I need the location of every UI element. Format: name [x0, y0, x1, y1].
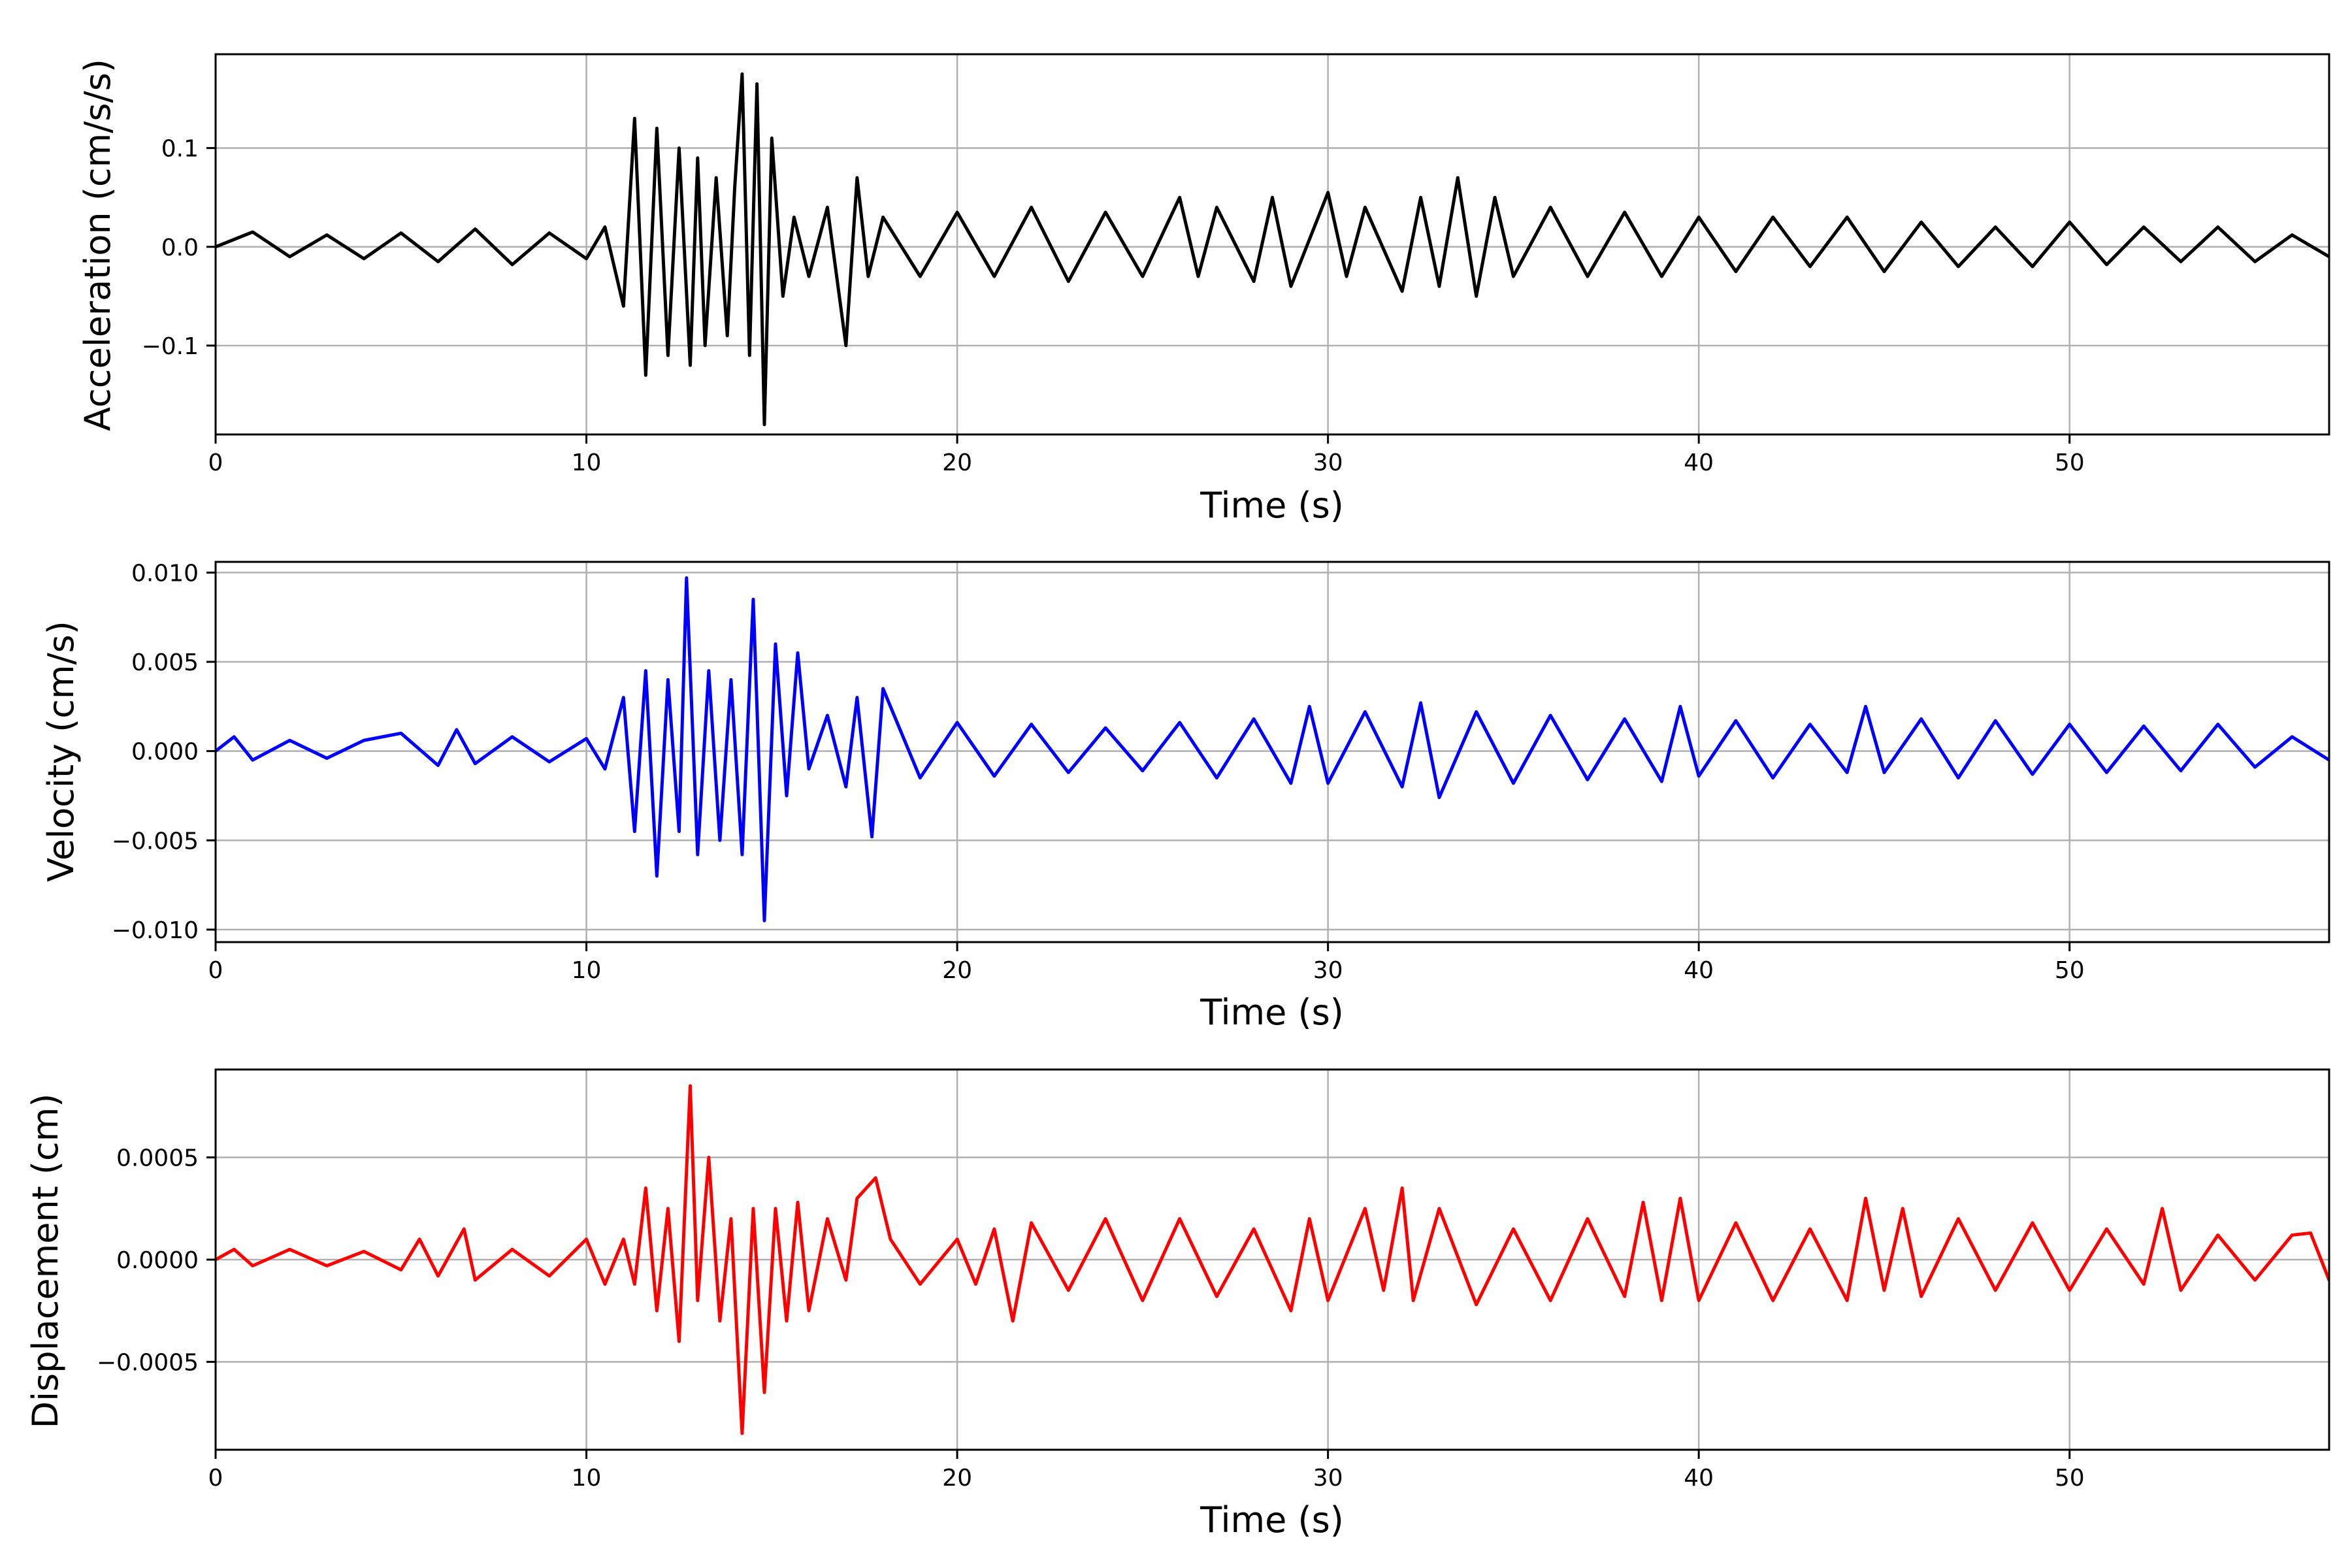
velocity-x-tick-label-4: 40 — [1684, 957, 1714, 984]
displacement-x-tick-label-5: 50 — [2055, 1465, 2085, 1492]
velocity-x-tick-label-2: 20 — [942, 957, 972, 984]
displacement-panel: Displacement (cm) Time (s) 0 10 20 30 40 50 −0… — [25, 1068, 2330, 1541]
velocity-y-axis-label: Velocity (cm/s) — [41, 621, 82, 882]
displacement-x-tick-label-0: 0 — [208, 1465, 223, 1492]
acceleration-x-tick-label-2: 20 — [942, 449, 972, 476]
acceleration-x-tick-label-4: 40 — [1684, 449, 1714, 476]
displacement-x-axis-label: Time (s) — [1200, 1499, 1344, 1541]
velocity-y-tick-label-4: 0.010 — [131, 560, 199, 587]
displacement-y-tick-label-2: 0.0005 — [116, 1145, 199, 1172]
displacement-y-tick-label-1: 0.0000 — [116, 1247, 199, 1274]
acceleration-x-tick-label-0: 0 — [208, 449, 223, 476]
velocity-x-tick-label-1: 10 — [572, 957, 602, 984]
displacement-x-tick-label-1: 10 — [572, 1465, 602, 1492]
displacement-x-tick-label-3: 30 — [1313, 1465, 1343, 1492]
acceleration-y-axis-label: Acceleration (cm/s/s) — [77, 59, 118, 431]
velocity-x-tick-label-3: 30 — [1313, 957, 1343, 984]
acceleration-x-axis-label: Time (s) — [1200, 485, 1344, 526]
velocity-y-tick-label-0: −0.010 — [112, 917, 199, 944]
velocity-series-line-0 — [216, 576, 2329, 923]
velocity-y-tick-label-1: −0.005 — [112, 828, 199, 855]
acceleration-y-tick-label-1: 0.0 — [161, 235, 199, 261]
displacement-series-line-0 — [216, 1084, 2329, 1435]
velocity-x-axis-label: Time (s) — [1200, 992, 1344, 1033]
acceleration-x-tick-label-3: 30 — [1313, 449, 1343, 476]
displacement-x-tick-label-4: 40 — [1684, 1465, 1714, 1492]
acceleration-plot-frame — [214, 53, 2330, 436]
velocity-x-tick-label-5: 50 — [2055, 957, 2085, 984]
velocity-panel: Velocity (cm/s) Time (s) 0 10 20 30 40 50 −0.0… — [41, 560, 2330, 1033]
velocity-y-tick-label-3: 0.005 — [131, 649, 199, 676]
velocity-x-tick-label-0: 0 — [208, 957, 223, 984]
displacement-y-tick-label-0: −0.0005 — [97, 1349, 199, 1376]
acceleration-y-tick-label-2: 0.1 — [161, 136, 199, 163]
acceleration-y-tick-label-0: −0.1 — [142, 333, 199, 360]
acceleration-x-tick-label-5: 50 — [2055, 449, 2085, 476]
acceleration-x-tick-label-1: 10 — [572, 449, 602, 476]
acceleration-series-line-0 — [216, 72, 2329, 427]
acceleration-panel: Acceleration (cm/s/s) Time (s) 0 10 20 30 40… — [77, 53, 2330, 526]
displacement-x-tick-label-2: 20 — [942, 1465, 972, 1492]
displacement-y-axis-label: Displacement (cm) — [25, 1094, 66, 1429]
velocity-y-tick-label-2: 0.000 — [131, 739, 199, 766]
